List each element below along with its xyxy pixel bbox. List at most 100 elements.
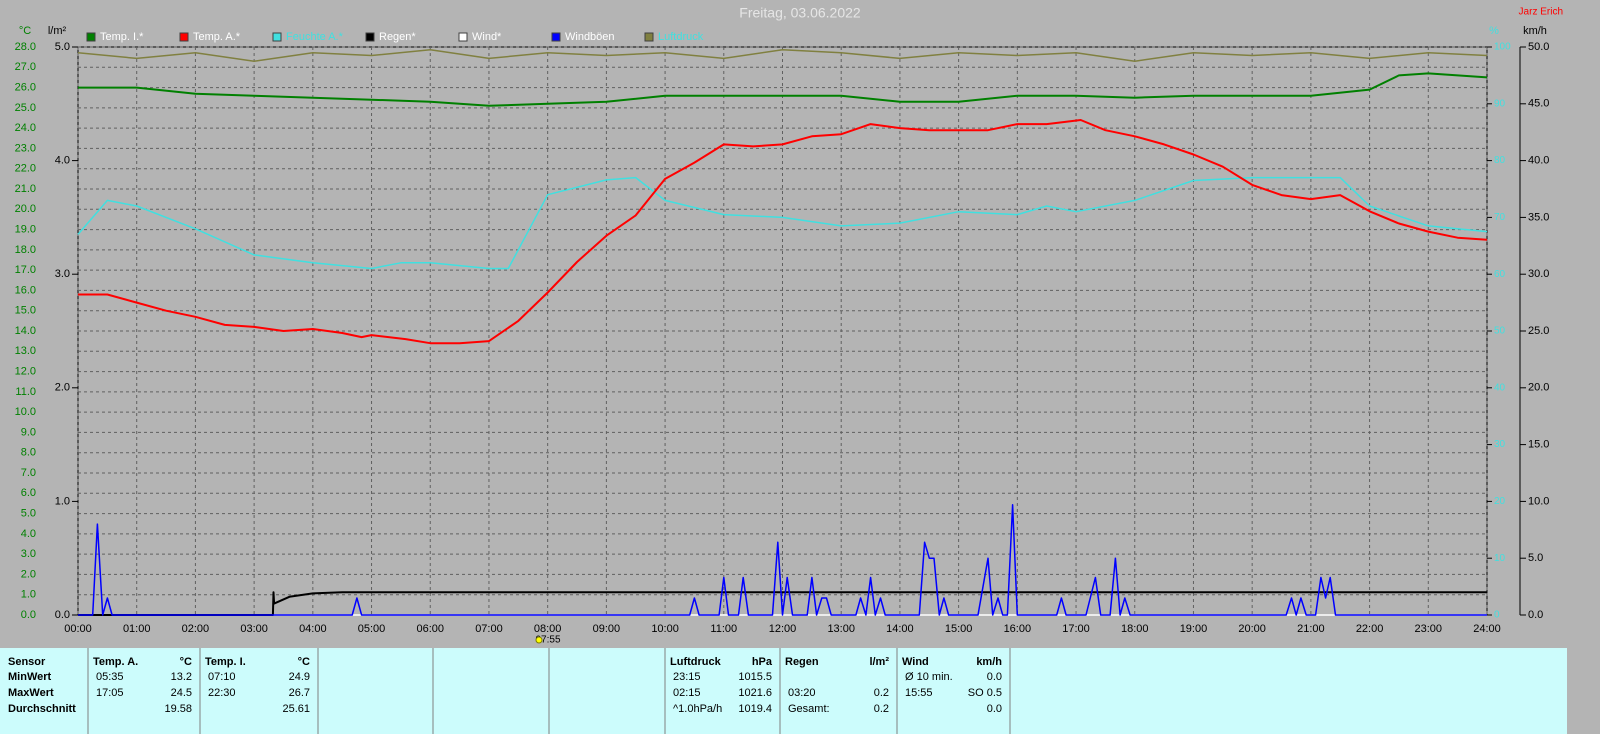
legend-swatch [86,32,96,42]
x-tick-label: 20:00 [1238,623,1266,635]
legend-swatch [644,32,654,42]
y2-axis-unit: % [1489,25,1499,37]
y2-tick-label: 60 [1494,269,1506,280]
y2-tick-label: 40 [1494,382,1506,393]
table-value: 0.0 [987,703,1002,715]
y3-tick-label: 50.0 [1528,41,1549,53]
y3-tick-label: 45.0 [1528,98,1549,110]
table-value: 1019.4 [738,703,772,715]
series-line [78,504,1487,616]
legend-swatch [272,32,282,42]
y-tick-label: 26.0 [15,81,36,93]
table-value: SO 0.5 [968,687,1002,699]
legend-swatch [551,32,561,42]
table-row-label: MaxWert [8,687,54,699]
table-unit: l/m² [869,656,889,668]
y-tick-label: 22.0 [15,163,36,175]
x-tick-label: 07:00 [475,623,503,635]
x-tick-label: 19:00 [1180,623,1208,635]
y-tick-label: 13.0 [15,345,36,357]
table-unit: hPa [752,656,773,668]
table-value: 0.2 [874,687,889,699]
table-value: 24.5 [171,687,192,699]
table-unit: °C [180,656,192,668]
y-tick-label: 24.0 [15,122,36,134]
rain-tick-label: 2.0 [55,382,70,394]
y3-tick-label: 0.0 [1528,609,1543,621]
y3-tick-label: 25.0 [1528,325,1549,337]
table-value: 1015.5 [738,671,772,683]
y-tick-label: 3.0 [21,548,36,560]
y2-tick-label: 10 [1494,553,1506,564]
table-unit: km/h [976,656,1002,668]
chart-title: Freitag, 03.06.2022 [739,5,861,21]
y3-tick-label: 5.0 [1528,552,1543,564]
series-line [78,119,1488,345]
sun-icon [535,636,543,644]
y-tick-label: 9.0 [21,426,36,438]
table-header: Temp. A. [93,656,138,668]
y-tick-label: 11.0 [15,386,36,398]
y-tick-label: 6.0 [21,487,36,499]
y3-tick-label: 10.0 [1528,495,1549,507]
y2-tick-label: 30 [1494,439,1506,450]
stats-panel [0,648,1567,734]
y2-tick-label: 50 [1494,326,1506,337]
y3-tick-label: 15.0 [1528,439,1549,451]
table-unit: °C [298,656,310,668]
legend-label: Feuchte A.* [286,31,344,43]
table-row-label: MinWert [8,671,52,683]
rain-tick-label: 3.0 [55,268,70,280]
y-tick-label: 8.0 [21,447,36,459]
y-axis-unit: °C [19,25,31,37]
y-tick-label: 14.0 [15,325,36,337]
table-header: Wind [902,656,929,668]
x-tick-label: 04:00 [299,623,327,635]
y3-tick-label: 40.0 [1528,155,1549,167]
author: Jarz Erich [1519,7,1563,18]
table-value: 25.61 [282,703,310,715]
table-time: 15:55 [905,687,933,699]
table-header: Luftdruck [670,656,722,668]
table-time: 22:30 [208,687,236,699]
rain-tick-label: 0.0 [55,609,70,621]
legend-swatch [458,32,468,42]
y3-tick-label: 35.0 [1528,211,1549,223]
y-tick-label: 17.0 [15,264,36,276]
y2-tick-label: 100 [1494,42,1511,53]
x-tick-label: 14:00 [886,623,914,635]
rain-axis-unit: l/m² [48,25,67,37]
y-tick-label: 27.0 [15,61,36,73]
x-tick-label: 23:00 [1415,623,1443,635]
y3-tick-label: 20.0 [1528,382,1549,394]
x-tick-label: 12:00 [769,623,797,635]
x-tick-label: 00:00 [64,623,92,635]
legend-label: Windböen [565,31,615,43]
y-tick-label: 2.0 [21,568,36,580]
series-line [77,49,1488,62]
table-time: ^1.0hPa/h [673,703,722,715]
y-tick-label: 16.0 [15,284,36,296]
sunrise-annotation: 07:55 [535,635,560,646]
table-time: 17:05 [96,687,124,699]
y2-tick-label: 90 [1494,98,1506,109]
x-tick-label: 22:00 [1356,623,1384,635]
y-tick-label: 21.0 [15,183,36,195]
x-tick-label: 02:00 [182,623,210,635]
table-value: 1021.6 [738,687,772,699]
series-line [78,591,1487,616]
y-tick-label: 18.0 [15,244,36,256]
table-time: 03:20 [788,687,816,699]
y-tick-label: 5.0 [21,507,36,519]
table-time: Gesamt: [788,703,830,715]
table-value: 0.0 [987,671,1002,683]
legend-label: Wind* [472,31,502,43]
legend-swatch [365,32,375,42]
x-tick-label: 09:00 [593,623,621,635]
rain-tick-label: 5.0 [55,41,70,53]
y-tick-label: 20.0 [15,203,36,215]
x-tick-label: 08:00 [534,623,562,635]
legend-swatch [179,32,189,42]
table-value: 0.2 [874,703,889,715]
y-tick-label: 12.0 [15,365,36,377]
